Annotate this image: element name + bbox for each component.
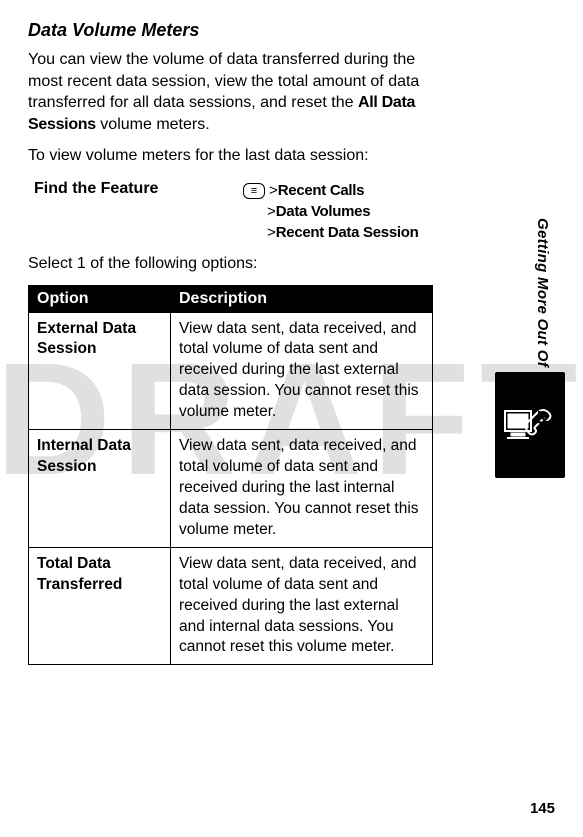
menu-item3: Recent Data Session	[276, 222, 419, 243]
find-feature-label: Find the Feature	[28, 177, 243, 243]
page: DRAFT Data Volume Meters You can view th…	[0, 0, 583, 837]
cell-option: Internal Data Session	[29, 430, 171, 548]
menu-item1: Recent Calls	[278, 180, 364, 201]
menu-path-line2: > Data Volumes	[243, 201, 418, 222]
to-view-text: To view volume meters for the last data …	[28, 145, 433, 167]
menu-sep3: >	[267, 222, 276, 243]
menu-sep1: >	[269, 180, 278, 201]
table-row: Total Data Transferred View data sent, d…	[29, 547, 433, 665]
section-title: Data Volume Meters	[28, 20, 433, 41]
th-option: Option	[29, 285, 171, 312]
content-column: Data Volume Meters You can view the volu…	[28, 20, 433, 665]
cell-description: View data sent, data received, and total…	[171, 430, 433, 548]
menu-path-line3: > Recent Data Session	[243, 222, 418, 243]
menu-sep2: >	[267, 201, 276, 222]
menu-path-line1: > Recent Calls	[243, 180, 418, 201]
table-header-row: Option Description	[29, 285, 433, 312]
side-caption: Getting More Out Of Your Phone	[534, 218, 551, 498]
table-row: Internal Data Session View data sent, da…	[29, 430, 433, 548]
menu-key-icon	[243, 183, 265, 199]
side-tab	[495, 372, 565, 478]
menu-item2: Data Volumes	[276, 201, 371, 222]
cell-description: View data sent, data received, and total…	[171, 547, 433, 665]
page-number: 145	[530, 800, 555, 817]
find-feature-block: Find the Feature > Recent Calls > Data V…	[28, 177, 433, 243]
cell-description: View data sent, data received, and total…	[171, 312, 433, 430]
cell-option: External Data Session	[29, 312, 171, 430]
th-description: Description	[171, 285, 433, 312]
intro-paragraph: You can view the volume of data transfer…	[28, 49, 433, 135]
select-text: Select 1 of the following options:	[28, 253, 433, 275]
intro-part2: volume meters.	[96, 116, 210, 133]
table-row: External Data Session View data sent, da…	[29, 312, 433, 430]
cell-option: Total Data Transferred	[29, 547, 171, 665]
find-feature-value: > Recent Calls > Data Volumes > Recent D…	[243, 177, 418, 243]
options-table: Option Description External Data Session…	[28, 285, 433, 666]
